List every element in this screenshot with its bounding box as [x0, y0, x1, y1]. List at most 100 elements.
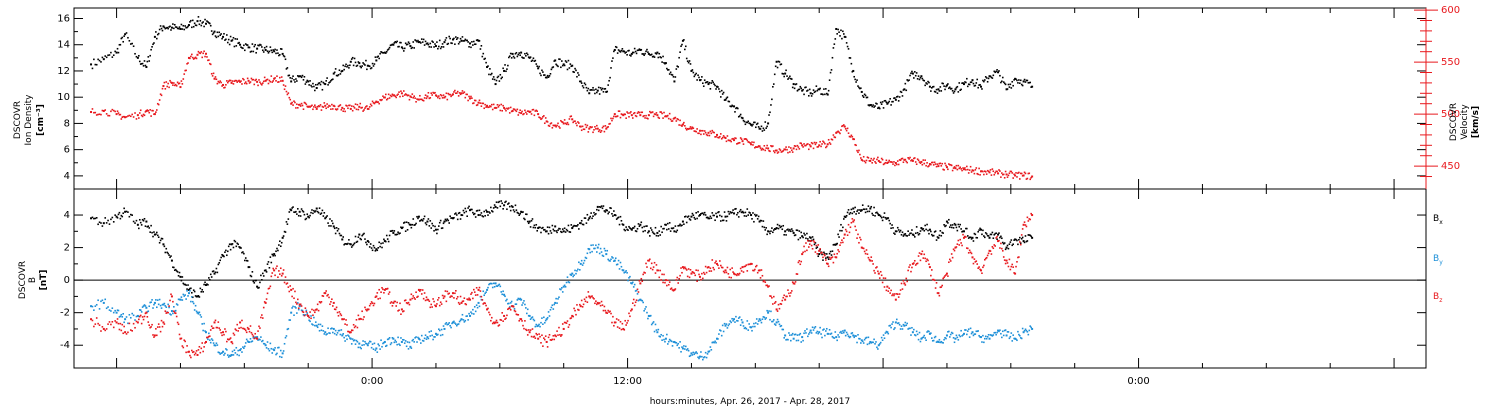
bx-dot-31-6	[373, 245, 375, 247]
bx-dot-18-6	[262, 273, 264, 275]
by-dot-72-6	[722, 325, 724, 327]
bz-point-7	[162, 321, 164, 323]
density-dot-86-2	[837, 29, 839, 31]
density-dot-11-4	[200, 25, 202, 27]
density-dot-8-8	[179, 26, 181, 28]
by-dot-65-8	[664, 341, 666, 343]
by-dot-39-6	[441, 329, 443, 331]
by-dot-107-3	[1017, 331, 1019, 333]
bx-dot-101-7	[970, 236, 972, 238]
density-dot-61-1	[623, 51, 625, 53]
velocity-dot-26-7	[331, 104, 333, 106]
bx-dot-44-3	[481, 212, 483, 214]
by-dot-107-2	[1016, 339, 1018, 341]
bz-dot-86-3	[838, 251, 840, 253]
velocity-dot-61-6	[628, 116, 630, 118]
bx-dot-7-1	[164, 246, 166, 248]
bx-point-72	[716, 216, 718, 218]
velocity-dot-43-6	[475, 100, 477, 102]
velocity-dot-103-2	[982, 171, 984, 173]
bx-dot-44-2	[480, 214, 482, 216]
density-dot-15-5	[235, 45, 237, 47]
bx-dot-27-5	[338, 228, 340, 230]
by-dot-66-7	[672, 345, 674, 347]
density-dot-108-4	[1027, 80, 1029, 82]
velocity-dot-93-7	[902, 158, 904, 160]
density-dot-63-7	[646, 49, 648, 51]
bx-dot-21-3	[285, 231, 287, 233]
density-dot-18-5	[261, 46, 263, 48]
bx-dot-87-2	[846, 215, 848, 217]
bx-dot-58-5	[602, 207, 604, 209]
density-dot-81-7	[799, 86, 801, 88]
bz-dot-96-4	[924, 258, 926, 260]
bz-dot-24-7	[314, 311, 316, 313]
density-dot-8-7	[178, 28, 180, 30]
density-dot-105-8	[1005, 84, 1007, 86]
bz-dot-57-5	[593, 298, 595, 300]
density-dot-92-3	[889, 98, 891, 100]
density-dot-97-6	[935, 91, 937, 93]
density-dot-58-8	[605, 88, 607, 90]
by-dot-32-1	[376, 351, 378, 353]
by-dot-108-5	[1028, 334, 1030, 336]
bz-dot-84-7	[825, 259, 827, 261]
density-dot-13-5	[218, 32, 220, 34]
bx-dot-28-6	[347, 243, 349, 245]
by-dot-26-8	[332, 332, 334, 334]
velocity-point-62	[631, 114, 633, 116]
velocity-dot-48-7	[518, 112, 520, 114]
velocity-point-71	[707, 132, 709, 134]
by-dot-65-4	[660, 334, 662, 336]
density-dot-34-8	[400, 42, 402, 44]
density-dot-69-2	[693, 72, 695, 74]
bz-dot-80-4	[788, 293, 790, 295]
density-dot-107-5	[1019, 82, 1021, 84]
bz-dot-77-6	[764, 281, 766, 283]
velocity-dot-101-2	[965, 169, 967, 171]
bz-dot-66-1	[666, 285, 668, 287]
by-dot-30-4	[362, 340, 364, 342]
density-dot-37-8	[426, 43, 428, 45]
bx-dot-16-4	[243, 253, 245, 255]
density-dot-101-8	[971, 81, 973, 83]
bz-dot-58-8	[605, 310, 607, 312]
velocity-dot-78-8	[775, 150, 777, 152]
velocity-point-68	[682, 124, 684, 126]
by-point-106	[1006, 334, 1008, 336]
bz-point-15	[231, 341, 233, 343]
bz-dot-29-6	[356, 319, 358, 321]
density-dot-80-4	[788, 77, 790, 79]
density-dot-107-6	[1020, 80, 1022, 82]
density-dot-2-8	[123, 35, 125, 37]
bz-dot-48-1	[513, 306, 515, 308]
by-dot-76-3	[753, 323, 755, 325]
by-dot-34-1	[394, 342, 396, 344]
density-dot-106-7	[1012, 85, 1014, 87]
bz-dot-86-8	[843, 237, 845, 239]
bz-dot-7-5	[167, 312, 169, 314]
velocity-dot-102-8	[979, 174, 981, 176]
by-dot-85-7	[834, 337, 836, 339]
density-dot-55-8	[579, 81, 581, 83]
bz-dot-30-3	[361, 310, 363, 312]
by-dot-92-8	[894, 327, 896, 329]
by-point-74	[733, 318, 735, 320]
by-dot-10-6	[194, 309, 196, 311]
by-point-78	[767, 312, 769, 314]
velocity-dot-101-8	[971, 171, 973, 173]
bx-dot-30-5	[363, 233, 365, 235]
bz-dot-7-8	[170, 293, 172, 295]
bx-dot-13-1	[215, 271, 217, 273]
velocity-dot-0-2	[93, 112, 95, 114]
by-dot-97-8	[937, 341, 939, 343]
by-dot-44-8	[485, 291, 487, 293]
velocity-dot-16-7	[246, 83, 248, 85]
bz-dot-4-6	[143, 319, 145, 321]
bx-dot-74-5	[738, 216, 740, 218]
by-dot-90-4	[873, 339, 875, 341]
by-dot-63-5	[644, 308, 646, 310]
bz-dot-45-3	[489, 314, 491, 316]
density-dot-68-2	[684, 49, 686, 51]
by-dot-27-1	[334, 333, 336, 335]
